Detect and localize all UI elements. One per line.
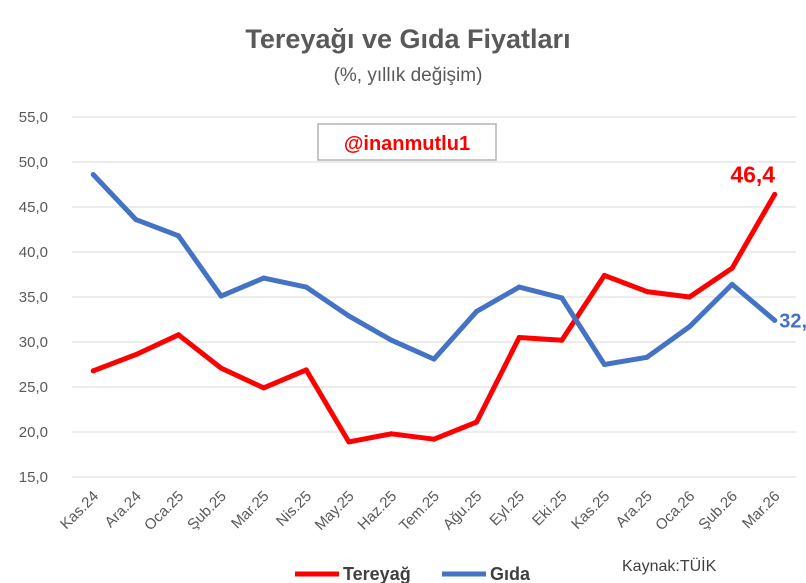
x-tick-label: Eki.25	[529, 488, 571, 530]
data-point	[175, 332, 181, 338]
data-point	[474, 308, 480, 314]
x-tick-label: Kas.24	[57, 488, 102, 533]
data-point	[431, 356, 437, 362]
series-line-g-da	[90, 172, 778, 367]
data-point	[218, 293, 224, 299]
data-point	[261, 385, 267, 391]
chart-subtitle: (%, yıllık değişim)	[334, 65, 483, 86]
data-point	[133, 217, 139, 223]
x-tick-label: Eyl.25	[486, 488, 528, 530]
data-point	[516, 335, 522, 340]
legend-label-gida: Gıda	[490, 564, 531, 583]
y-tick-label: 35,0	[19, 289, 48, 306]
data-point	[303, 284, 309, 290]
y-tick-label: 15,0	[19, 469, 48, 486]
y-tick-label: 55,0	[19, 109, 48, 126]
data-label-tereya-: 46,4	[730, 161, 775, 187]
data-point	[431, 436, 437, 442]
legend-label-tereyag: Tereyağ	[343, 564, 411, 583]
y-tick-label: 50,0	[19, 154, 48, 171]
data-point	[772, 191, 778, 197]
data-point	[729, 281, 735, 287]
y-tick-label: 25,0	[19, 379, 48, 396]
data-point	[516, 284, 522, 290]
legend: Tereyağ Gıda	[295, 564, 531, 583]
y-tick-label: 20,0	[19, 424, 48, 441]
watermark-text: @inanmutlu1	[344, 133, 470, 155]
x-tick-label: Şub.25	[184, 488, 230, 534]
end-labels: 46,4 32,4	[730, 161, 806, 332]
source-note: Kaynak:TÜİK	[622, 556, 717, 575]
x-tick-label: Oca.26	[652, 488, 698, 534]
series-lines	[90, 172, 778, 445]
data-point	[346, 313, 352, 319]
data-point	[388, 431, 394, 437]
data-point	[133, 352, 139, 358]
data-point	[687, 324, 693, 330]
x-tick-label: Ara.24	[101, 488, 144, 531]
data-point	[559, 337, 565, 343]
x-tick-label: Tem.25	[396, 488, 443, 535]
data-point	[90, 172, 96, 178]
y-tick-label: 30,0	[19, 334, 48, 351]
x-tick-label: Oca.25	[141, 488, 187, 534]
data-point	[218, 365, 224, 371]
data-point	[346, 439, 352, 445]
x-tick-label: Ara.25	[612, 488, 655, 531]
data-point	[559, 295, 565, 301]
x-tick-label: Nis.25	[273, 488, 315, 530]
data-point	[303, 367, 309, 373]
y-tick-label: 40,0	[19, 244, 48, 261]
data-point	[687, 294, 693, 300]
data-point	[175, 233, 181, 239]
data-point	[601, 362, 607, 367]
data-point	[90, 368, 96, 374]
data-point	[474, 419, 480, 425]
data-point	[644, 289, 650, 295]
data-point	[601, 272, 607, 278]
x-tick-label: Mar.25	[228, 488, 272, 532]
x-tick-label: Kas.25	[568, 488, 613, 533]
data-point	[729, 265, 735, 271]
x-tick-label: May.25	[312, 488, 358, 534]
data-point	[261, 275, 267, 281]
x-tick-label: Şub.26	[695, 488, 741, 534]
x-tick-label: Ağu.25	[440, 488, 486, 534]
x-tick-label: Haz.25	[355, 488, 401, 534]
y-axis-ticks: 15,0 20,0 25,0 30,0 35,0 40,0 45,0 50,0 55,0	[19, 109, 48, 486]
y-tick-label: 45,0	[19, 199, 48, 216]
data-point	[772, 317, 778, 323]
chart-title: Tereyağı ve Gıda Fiyatları	[245, 24, 570, 54]
data-label-g-da: 32,4	[779, 310, 806, 332]
watermark-box: @inanmutlu1	[317, 123, 497, 161]
data-point	[388, 337, 394, 343]
x-tick-label: Mar.26	[739, 488, 783, 532]
data-point	[644, 354, 650, 360]
series-line-tereya-	[90, 191, 778, 445]
